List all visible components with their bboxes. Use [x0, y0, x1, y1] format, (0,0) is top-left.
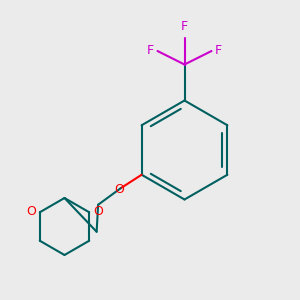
Text: F: F	[181, 20, 188, 33]
Text: O: O	[26, 205, 36, 218]
Text: O: O	[93, 205, 103, 218]
Text: F: F	[147, 44, 154, 58]
Text: F: F	[215, 44, 222, 58]
Text: O: O	[114, 183, 124, 196]
